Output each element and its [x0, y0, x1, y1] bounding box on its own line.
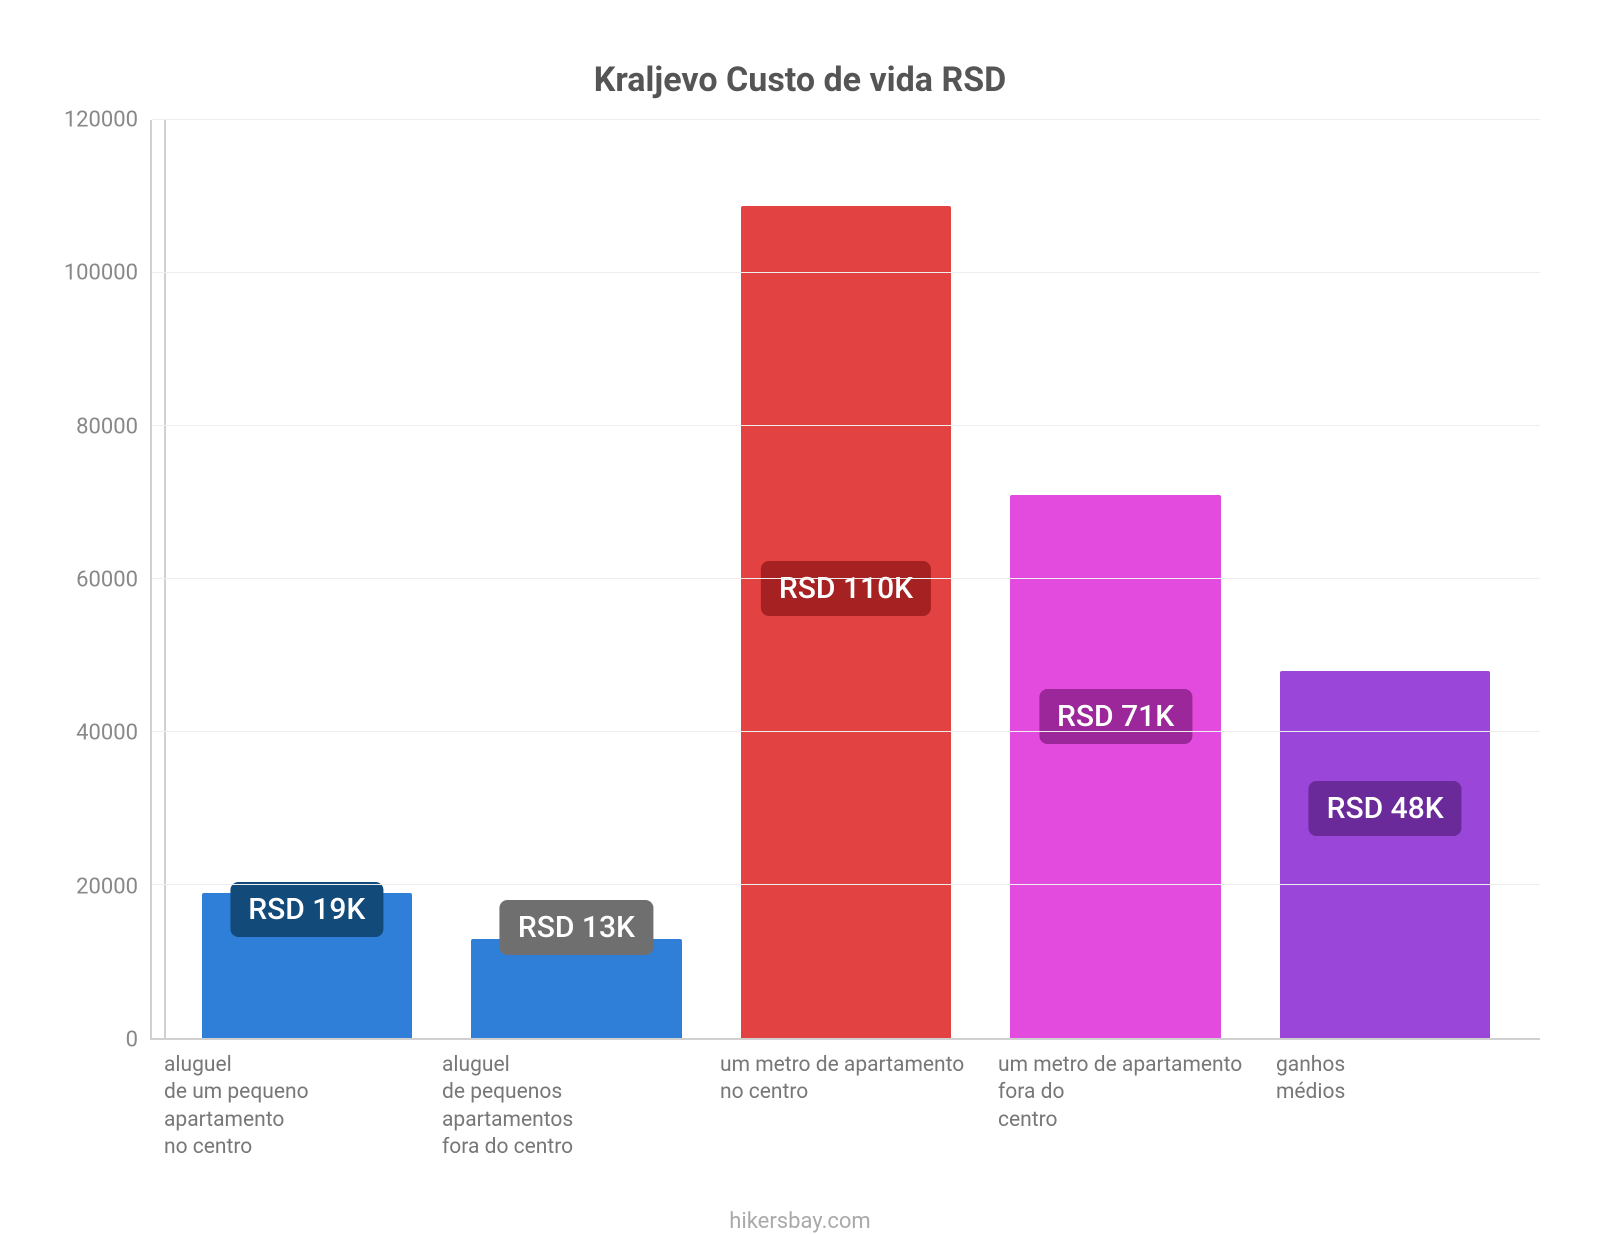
y-axis: 020000400006000080000100000120000: [60, 120, 150, 1040]
value-badge: RSD 19K: [230, 882, 383, 937]
gridline: [152, 884, 1540, 885]
value-badge: RSD 71K: [1039, 689, 1192, 744]
y-tick-label: 40000: [58, 721, 138, 746]
chart-title: Kraljevo Custo de vida RSD: [60, 60, 1540, 100]
value-badge: RSD 48K: [1309, 781, 1462, 836]
x-label: aluguelde um pequenoapartamentono centro: [150, 1052, 428, 1161]
value-badge: RSD 13K: [500, 900, 653, 955]
y-tick-label: 0: [58, 1028, 138, 1053]
bar-slot: RSD 19K: [172, 120, 442, 1038]
gridline: [152, 272, 1540, 273]
x-label: um metro de apartamentofora docentro: [984, 1052, 1262, 1161]
x-label: ganhosmédios: [1262, 1052, 1540, 1161]
value-badge: RSD 110K: [761, 561, 931, 616]
gridline: [152, 119, 1540, 120]
x-label: um metro de apartamentono centro: [706, 1052, 984, 1161]
bar-slot: RSD 110K: [711, 120, 981, 1038]
x-label: aluguelde pequenosapartamentosfora do ce…: [428, 1052, 706, 1161]
y-tick-label: 60000: [58, 568, 138, 593]
y-tick-label: 120000: [58, 108, 138, 133]
gridline: [152, 425, 1540, 426]
credit-text: hikersbay.com: [60, 1209, 1540, 1234]
chart-container: Kraljevo Custo de vida RSD 0 20000 40000 60…: [0, 0, 1600, 1200]
plot-area: 020000400006000080000100000120000 RSD 19…: [60, 120, 1540, 1040]
bar-slot: RSD 13K: [442, 120, 712, 1038]
x-axis-labels: aluguelde um pequenoapartamentono centro…: [150, 1052, 1540, 1161]
bar: [741, 206, 951, 1038]
grid-area: RSD 19K RSD 13K RSD 110K RSD 71K RSD 48K: [150, 120, 1540, 1040]
bar: [1010, 495, 1220, 1038]
y-tick-label: 80000: [58, 414, 138, 439]
bar-slot: RSD 71K: [981, 120, 1251, 1038]
y-tick-label: 20000: [58, 874, 138, 899]
bar-slot: RSD 48K: [1250, 120, 1520, 1038]
y-tick-label: 100000: [58, 261, 138, 286]
gridline: [152, 578, 1540, 579]
bar: [1280, 671, 1490, 1038]
gridline: [152, 731, 1540, 732]
bars-group: RSD 19K RSD 13K RSD 110K RSD 71K RSD 48K: [152, 120, 1540, 1038]
